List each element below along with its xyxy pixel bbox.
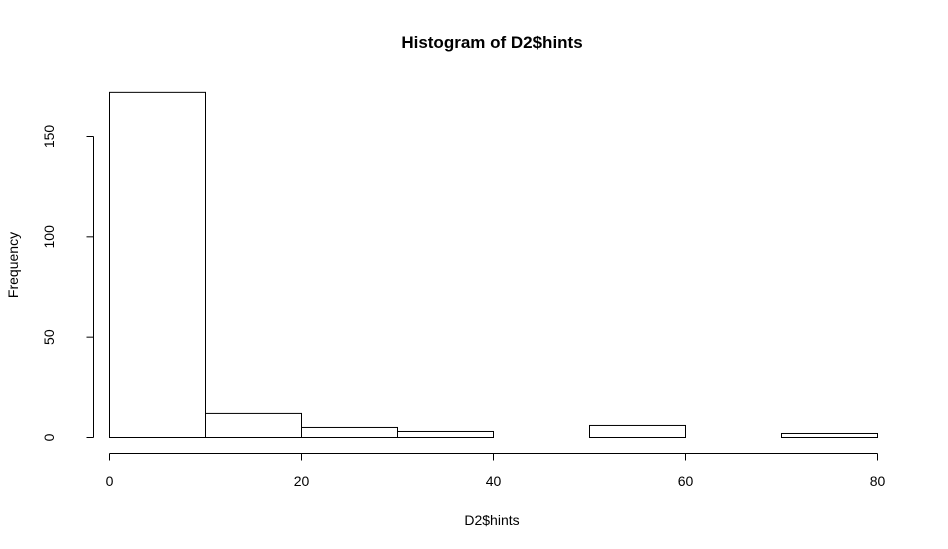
x-tick-label: 80 (870, 473, 886, 489)
x-tick-label: 0 (106, 473, 114, 489)
x-tick-label: 60 (678, 473, 694, 489)
y-tick-label: 50 (41, 329, 57, 345)
histogram-bar (589, 424, 686, 438)
y-tick-label: 0 (41, 433, 57, 441)
x-tick-label: 20 (294, 473, 310, 489)
y-axis-label: Frequency (5, 232, 21, 298)
chart-title: Histogram of D2$hints (401, 33, 582, 52)
histogram-bar (109, 91, 206, 438)
x-axis-label: D2$hints (464, 512, 519, 528)
histogram-bar (397, 430, 494, 439)
x-tick-label: 40 (486, 473, 502, 489)
histogram-bar (301, 426, 398, 439)
bars-group (109, 91, 878, 439)
y-tick-label: 150 (41, 125, 57, 149)
x-axis: 0 20 40 60 80 (106, 453, 886, 489)
y-axis: 0 50 100 150 (41, 125, 94, 441)
y-tick-label: 100 (41, 225, 57, 249)
histogram-bar (781, 432, 878, 438)
histogram-bar (205, 412, 302, 439)
